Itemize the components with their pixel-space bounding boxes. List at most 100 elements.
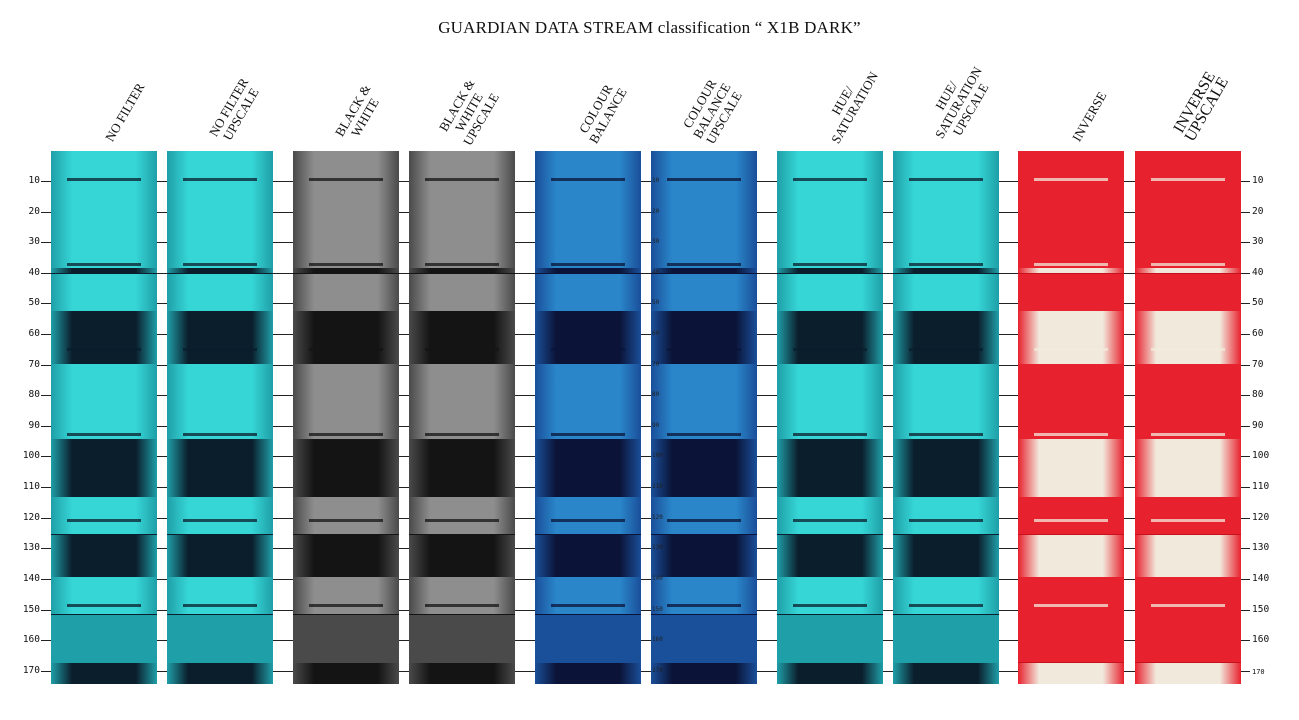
- column-header: BLACK & WHITE: [332, 82, 386, 146]
- scale-tick-line: [157, 579, 167, 580]
- scale-tick-line: [999, 640, 1018, 641]
- right-scale-label: 130: [1252, 542, 1270, 553]
- scale-tick-line: [1124, 671, 1135, 672]
- strip-band: [167, 268, 273, 273]
- strip-band: [893, 364, 999, 439]
- inner-scale-label: 100: [652, 452, 663, 459]
- left-scale-label: 30: [28, 236, 40, 247]
- scale-tick-line: [515, 579, 535, 580]
- scale-tick-line: [399, 181, 409, 182]
- scale-tick-line: [641, 579, 651, 580]
- column-header: NO FILTER: [102, 80, 147, 144]
- right-scale-tick: [1241, 518, 1250, 519]
- strip-band: [777, 268, 883, 273]
- scale-tick-line: [883, 487, 893, 488]
- scale-tick-line: [641, 395, 651, 396]
- scale-tick-line: [273, 487, 293, 488]
- right-scale-label: 30: [1252, 236, 1264, 247]
- scale-tick-line: [999, 426, 1018, 427]
- strip-band: [409, 439, 515, 471]
- scale-tick-line: [1124, 548, 1135, 549]
- left-scale-tick: [41, 456, 51, 457]
- strip-band: [1135, 497, 1241, 534]
- scale-tick-line: [399, 426, 409, 427]
- strip-mark: [1033, 519, 1109, 522]
- strip-band: [409, 497, 515, 534]
- scale-tick-line: [273, 426, 293, 427]
- strip-band: [893, 268, 999, 273]
- strip-band: [51, 364, 157, 439]
- strip-mark: [182, 604, 258, 607]
- strip-band: [1018, 268, 1124, 273]
- strip-mark: [1033, 178, 1109, 181]
- left-scale-tick: [41, 518, 51, 519]
- scale-tick-line: [641, 212, 651, 213]
- scale-tick-line: [273, 671, 293, 672]
- strip-mark: [550, 348, 626, 351]
- scale-tick-line: [641, 487, 651, 488]
- left-scale-label: 120: [22, 512, 40, 523]
- strip-band: [1018, 663, 1124, 684]
- strip-band: [777, 311, 883, 332]
- scale-tick-line: [273, 579, 293, 580]
- scale-tick-line: [515, 671, 535, 672]
- strip-band: [651, 151, 757, 268]
- right-scale-tick: [1241, 487, 1250, 488]
- strip-band: [893, 615, 999, 663]
- strip-mark: [66, 348, 142, 351]
- strip-mark: [550, 433, 626, 436]
- filter-strip: [1135, 151, 1241, 684]
- right-scale-label: 170: [1252, 668, 1265, 676]
- strip-band: [535, 311, 641, 332]
- strip-mark: [908, 348, 984, 351]
- strip-band: [1135, 311, 1241, 364]
- filter-strip: [893, 151, 999, 684]
- scale-tick-line: [1124, 518, 1135, 519]
- strip-mark: [66, 604, 142, 607]
- scale-tick-line: [1124, 181, 1135, 182]
- scale-tick-line: [883, 273, 893, 274]
- scale-tick-line: [515, 426, 535, 427]
- strip-mark: [666, 433, 742, 436]
- scale-tick-line: [273, 395, 293, 396]
- strip-band: [1135, 535, 1241, 578]
- inner-scale-label: 90: [652, 422, 660, 429]
- scale-tick-line: [999, 273, 1018, 274]
- strip-band: [1135, 364, 1241, 439]
- scale-tick-line: [757, 212, 777, 213]
- scale-tick-line: [515, 518, 535, 519]
- scale-tick-line: [399, 640, 409, 641]
- right-scale-label: 160: [1252, 634, 1270, 645]
- scale-tick-line: [157, 671, 167, 672]
- strip-band: [893, 311, 999, 332]
- strip-mark: [550, 178, 626, 181]
- left-scale-label: 130: [22, 542, 40, 553]
- column-header: INVERSE: [1069, 88, 1110, 144]
- strip-mark: [308, 604, 384, 607]
- strip-band: [167, 535, 273, 578]
- scale-tick-line: [515, 273, 535, 274]
- scale-tick-line: [1124, 395, 1135, 396]
- left-scale-label: 20: [28, 206, 40, 217]
- filter-strip: 10 20 30 40 50 60 70 80 90 100 110 120 130 140 150 160 1…: [651, 151, 757, 684]
- scale-tick-line: [1124, 334, 1135, 335]
- strip-band: [293, 439, 399, 471]
- scale-tick-line: [1124, 242, 1135, 243]
- scale-tick-line: [641, 303, 651, 304]
- column-header: COLOUR BALANCE UPSCALE: [679, 74, 746, 148]
- left-scale-tick: [41, 395, 51, 396]
- column-header-line: INVERSE: [1069, 88, 1110, 144]
- left-scale-label: 110: [22, 481, 40, 492]
- strip-mark: [308, 519, 384, 522]
- scale-tick-line: [515, 212, 535, 213]
- strip-band: [51, 471, 157, 498]
- scale-tick-line: [399, 212, 409, 213]
- scale-tick-line: [757, 671, 777, 672]
- scale-tick-line: [757, 303, 777, 304]
- filter-strip: [535, 151, 641, 684]
- strip-mark: [308, 433, 384, 436]
- strip-band: [651, 663, 757, 684]
- right-scale-tick: [1241, 395, 1250, 396]
- strip-band: [893, 151, 999, 268]
- strip-band: [777, 471, 883, 498]
